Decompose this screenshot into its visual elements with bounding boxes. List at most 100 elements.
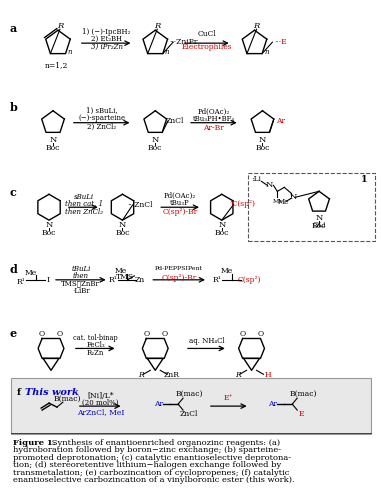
Text: E: E [298,410,304,418]
Text: O: O [57,330,63,337]
Text: Synthesis of enantioenriched organozinc reagents: (a): Synthesis of enantioenriched organozinc … [49,439,280,447]
Text: O: O [240,330,246,337]
Text: R¹: R¹ [17,278,26,286]
Text: Me: Me [278,198,289,206]
Text: C(sp²)-Br: C(sp²)-Br [162,208,198,216]
Text: Ar-Br: Ar-Br [203,124,224,132]
Text: R₂Zn: R₂Zn [87,349,104,357]
Text: Electrophiles: Electrophiles [182,43,232,51]
Text: I: I [46,276,50,284]
Text: N: N [290,193,297,201]
Text: b: b [9,102,17,113]
Text: OLi: OLi [312,221,326,229]
Text: O: O [143,330,149,337]
Text: n: n [165,48,170,56]
Text: hydroboration followed by boron−zinc exchange; (b) sparteine-: hydroboration followed by boron−zinc exc… [13,446,282,454]
Text: n: n [68,48,72,56]
Text: ’C(sp²): ’C(sp²) [230,200,256,208]
Text: N: N [119,221,126,229]
Text: ZnR: ZnR [163,371,179,379]
Text: TMS⁀ZnBr: TMS⁀ZnBr [61,280,100,288]
Text: then ZnCl₂: then ZnCl₂ [65,208,103,216]
Text: n: n [264,48,269,56]
Text: Ar: Ar [276,117,285,125]
Text: n=1,2: n=1,2 [44,61,68,69]
Text: sBuLi: sBuLi [74,193,94,201]
Text: O: O [258,330,264,337]
Text: N: N [259,136,266,144]
Text: B(mac): B(mac) [53,395,81,403]
Text: f: f [16,388,21,397]
Text: R: R [235,371,240,379]
Text: N: N [45,221,53,229]
Text: 2) Et₂BH: 2) Et₂BH [91,35,122,43]
Text: Figure 1.: Figure 1. [13,439,56,447]
Text: R¹: R¹ [213,276,221,284]
Text: c: c [9,187,16,198]
Text: transmetalation; (e) carbozincation of cyclopropenes; (f) catalytic: transmetalation; (e) carbozincation of c… [13,469,290,477]
Text: 1) sBuLi,: 1) sBuLi, [86,107,117,115]
Text: This work: This work [25,388,79,397]
Text: N: N [266,181,273,189]
Text: tBu₃P: tBu₃P [170,199,190,207]
Text: O: O [161,330,167,337]
Text: H: H [264,371,271,379]
Text: Me: Me [221,267,233,275]
Text: Pd-PEPPSIPent: Pd-PEPPSIPent [155,266,203,271]
Text: Boc: Boc [215,229,229,237]
Text: FeCl₃: FeCl₃ [86,341,105,349]
Text: Me: Me [114,267,126,275]
Text: :Li: :Li [251,175,261,183]
Text: Ar: Ar [154,400,163,408]
Text: then cat. 1: then cat. 1 [65,200,103,208]
Text: N: N [152,136,159,144]
Text: ArZnCl, MeI: ArZnCl, MeI [77,408,124,416]
Text: Ar: Ar [268,400,277,408]
Text: ZnCl: ZnCl [166,117,184,125]
Text: d: d [9,264,17,275]
Text: e: e [9,328,16,339]
Bar [11,378,371,434]
Text: Boc: Boc [115,229,130,237]
Text: (−)-sparteine: (−)-sparteine [78,114,125,122]
Text: Pd(OAc)₂: Pd(OAc)₂ [164,192,196,200]
Text: N: N [315,214,323,222]
Text: O: O [39,330,45,337]
Text: Boc: Boc [42,229,56,237]
Text: CuCl: CuCl [197,30,216,38]
Text: B(mac): B(mac) [175,390,203,398]
Text: Pd(OAc)₂: Pd(OAc)₂ [198,108,230,116]
Text: R: R [57,22,63,30]
Text: Me: Me [272,199,282,204]
Text: R: R [138,371,144,379]
Text: E⁺: E⁺ [224,394,234,402]
Text: 1) (−)-IpcBH₂: 1) (−)-IpcBH₂ [83,28,131,36]
Text: tion; (d) stereoretentive lithium−halogen exchange followed by: tion; (d) stereoretentive lithium−haloge… [13,461,282,469]
Bar [248,173,375,241]
Text: a: a [9,23,17,34]
Text: 3) iPr₂Zn: 3) iPr₂Zn [91,43,123,51]
Text: tBu₃PH•BF₄: tBu₃PH•BF₄ [193,115,235,123]
Text: Me: Me [25,269,37,277]
Text: B(mac): B(mac) [290,390,317,398]
Text: promoted deprotonation; (c) catalytic enantioselective deprotona-: promoted deprotonation; (c) catalytic en… [13,454,291,462]
Text: ···ZnCl: ···ZnCl [128,201,153,209]
Text: Boc: Boc [255,144,270,152]
Text: Zn: Zn [134,276,144,284]
Text: Boc: Boc [312,222,326,230]
Text: N: N [218,221,226,229]
Text: (20 mol%): (20 mol%) [82,399,119,407]
Text: aq. NH₄Cl: aq. NH₄Cl [189,337,225,345]
Text: 2) ZnCl₂: 2) ZnCl₂ [87,123,116,131]
Text: R: R [253,22,259,30]
Text: ZnCl: ZnCl [180,410,198,418]
Text: R¹: R¹ [108,276,117,284]
Text: then: then [73,272,89,280]
Text: [Ni]/L*: [Ni]/L* [87,392,114,400]
Text: cat. tol-binap: cat. tol-binap [73,334,118,342]
Text: R: R [154,22,160,30]
Text: ···E: ···E [274,38,287,46]
Text: C(sp²)-Br: C(sp²)-Br [162,274,197,282]
Text: enantioselective carbozincation of a vinylboronic ester (this work).: enantioselective carbozincation of a vin… [13,476,295,484]
Text: Boc: Boc [46,144,60,152]
